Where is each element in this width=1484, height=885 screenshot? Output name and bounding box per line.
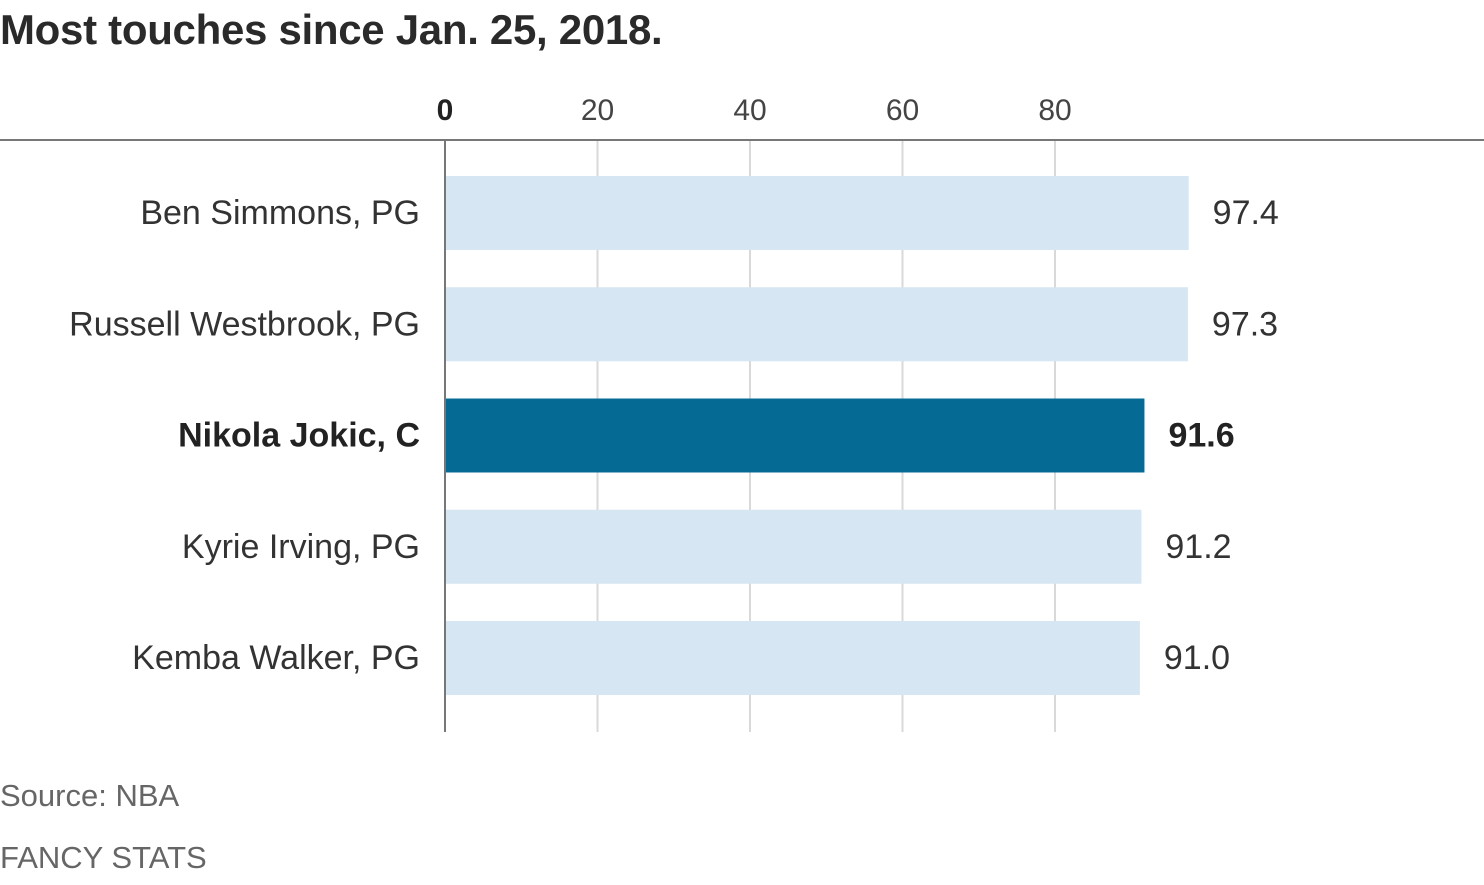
source-note: Source: NBA xyxy=(0,778,180,813)
category-label: Russell Westbrook, PG xyxy=(69,305,420,343)
x-tick-label: 60 xyxy=(886,94,919,127)
x-tick-label: 0 xyxy=(437,94,454,127)
chart-title: Most touches since Jan. 25, 2018. xyxy=(0,6,663,53)
bar xyxy=(446,398,1145,473)
bars xyxy=(446,176,1189,695)
bar xyxy=(446,176,1189,250)
value-label: 97.4 xyxy=(1213,194,1279,232)
bar xyxy=(446,621,1140,695)
category-label: Ben Simmons, PG xyxy=(140,194,420,232)
x-tick-label: 40 xyxy=(733,94,766,127)
category-label: Nikola Jokic, C xyxy=(178,417,420,455)
axes xyxy=(0,139,1484,732)
bar xyxy=(446,287,1188,362)
value-label: 91.0 xyxy=(1164,639,1230,677)
x-tick-label: 80 xyxy=(1038,94,1071,127)
category-label: Kemba Walker, PG xyxy=(132,639,420,677)
value-label: 91.6 xyxy=(1168,417,1234,455)
value-label: 97.3 xyxy=(1212,305,1278,343)
labels: 0 20 40 60 80 Ben Simmons, PG 97.4 Russell West… xyxy=(69,94,1279,677)
x-tick-label: 20 xyxy=(581,94,614,127)
bar xyxy=(446,509,1142,584)
category-label: Kyrie Irving, PG xyxy=(182,528,420,566)
brand-label: FANCY STATS xyxy=(0,840,207,875)
value-label: 91.2 xyxy=(1165,528,1231,566)
